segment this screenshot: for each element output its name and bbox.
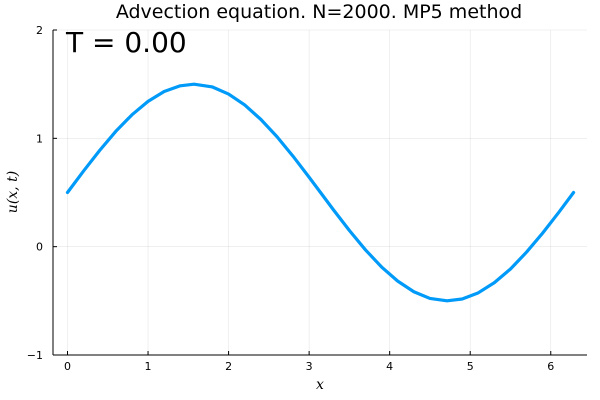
y-axis-label: u(x, t) — [5, 171, 21, 213]
x-tick-label: 5 — [467, 360, 474, 373]
series-line — [65, 82, 576, 303]
y-tick-label: 1 — [36, 132, 43, 145]
y-tick-label: −1 — [27, 349, 43, 362]
x-tick-label: 1 — [145, 360, 152, 373]
x-axis-label: x — [316, 377, 324, 393]
x-tick-label: 0 — [64, 360, 71, 373]
x-tick-label: 3 — [306, 360, 313, 373]
x-tick-label: 4 — [386, 360, 393, 373]
y-tick-label: 2 — [36, 24, 43, 37]
y-ticks: −1 0 1 2 — [27, 24, 57, 362]
x-tick-label: 2 — [225, 360, 232, 373]
chart-title: Advection equation. N=2000. MP5 method — [116, 1, 522, 23]
y-tick-label: 0 — [36, 241, 43, 254]
x-ticks: 0 1 2 3 4 5 6 — [64, 351, 554, 373]
grid — [53, 29, 587, 356]
x-tick-label: 6 — [547, 360, 554, 373]
time-annotation: T = 0.00 — [65, 26, 187, 59]
series — [65, 82, 576, 303]
